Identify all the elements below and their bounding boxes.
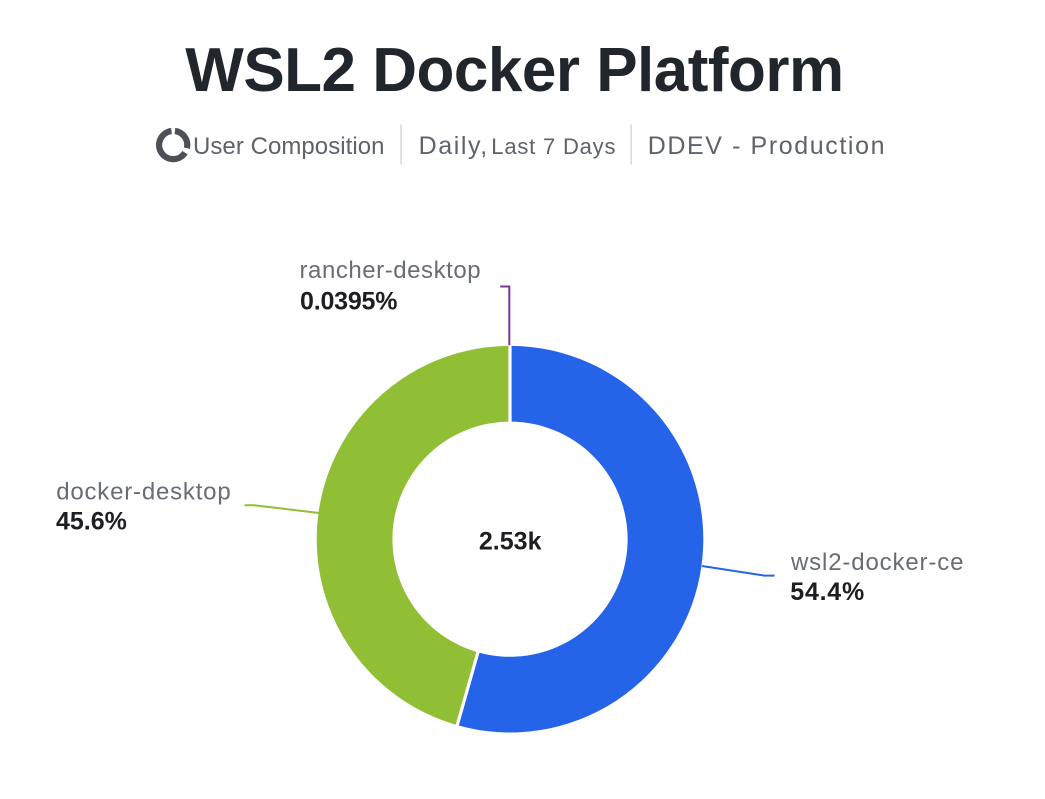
svg-text:DDEV - Production: DDEV - Production <box>648 132 886 160</box>
svg-text:Last 7 Days: Last 7 Days <box>491 134 616 159</box>
svg-text:WSL2 Docker Platform: WSL2 Docker Platform <box>185 36 843 105</box>
svg-text:Daily,: Daily, <box>419 132 489 160</box>
svg-text:54.4%: 54.4% <box>790 578 865 606</box>
svg-text:User Composition: User Composition <box>193 133 385 160</box>
svg-text:2.53k: 2.53k <box>479 528 542 556</box>
svg-text:0.0395%: 0.0395% <box>300 288 397 316</box>
svg-text:rancher-desktop: rancher-desktop <box>300 257 482 284</box>
svg-text:docker-desktop: docker-desktop <box>56 479 231 506</box>
svg-text:wsl2-docker-ce: wsl2-docker-ce <box>790 549 964 576</box>
svg-text:45.6%: 45.6% <box>56 508 127 536</box>
